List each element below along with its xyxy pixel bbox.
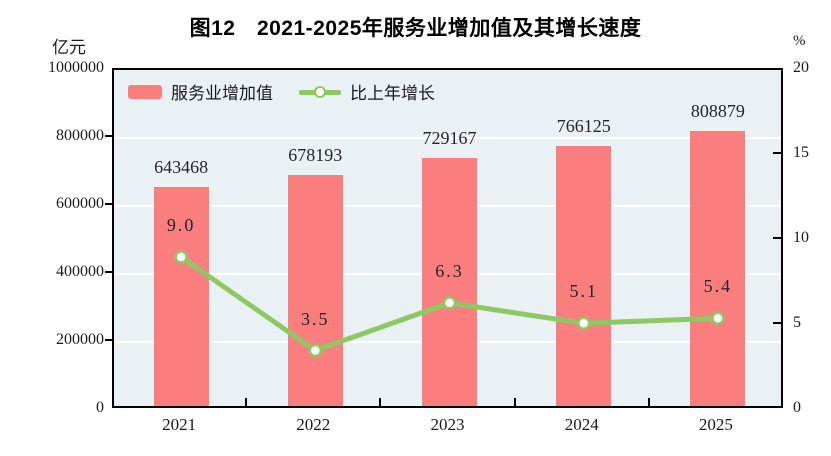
right-tick-mark: [773, 152, 781, 154]
right-tick-mark: [773, 237, 781, 239]
x-tick-label: 2023: [430, 415, 465, 434]
y-left-tick-label: 600000: [56, 195, 104, 212]
y-right-tick-label: 20: [793, 59, 809, 76]
y-left-tick-label: 200000: [56, 331, 104, 348]
legend-item-bar-series: 服务业增加值: [128, 79, 273, 104]
bar-value-label: 808879: [690, 100, 745, 121]
x-tick-label: 2024: [564, 415, 599, 434]
bar-value-label: 643468: [154, 157, 209, 178]
growth-value-label: 5.4: [703, 276, 733, 297]
growth-value-label: 9.0: [166, 215, 196, 235]
legend-bar-label: 服务业增加值: [171, 84, 273, 103]
y-left-tick-label: 1000000: [48, 59, 104, 76]
y-right-tick-label: 10: [793, 229, 809, 246]
bar-series-swatch-icon: [128, 84, 162, 99]
bar: [690, 130, 746, 406]
left-tick-mark: [105, 339, 112, 341]
y-left-tick-label: 800000: [56, 127, 104, 144]
plot-area: 643468 678193 729167 766125 808879 9.0 3.5 6.3 5…: [112, 68, 783, 408]
y-right-tick-label: 5: [793, 314, 801, 331]
bar: [422, 158, 477, 406]
bottom-tick-mark: [647, 398, 650, 406]
y-right-tick-label: 15: [793, 144, 809, 161]
x-tick-label: 2022: [296, 415, 331, 434]
bar: [287, 175, 343, 406]
growth-value-label: 3.5: [301, 308, 330, 329]
growth-value-label: 5.1: [569, 281, 598, 302]
right-axis-unit-label: %: [793, 33, 806, 49]
x-tick-label: 2021: [162, 415, 197, 434]
bottom-tick-mark: [379, 398, 382, 406]
x-tick-label: 2025: [698, 415, 733, 434]
legend: 服务业增加值 比上年增长: [128, 79, 435, 104]
y-left-tick-label: 400000: [56, 263, 104, 280]
bar-value-label: 766125: [556, 115, 611, 136]
chart-title: 图12 2021-2025年服务业增加值及其增长速度: [189, 17, 642, 40]
y-left-tick-label: 0: [96, 399, 104, 416]
left-tick-mark: [105, 271, 112, 273]
bar-value-label: 729167: [422, 128, 477, 149]
left-tick-mark: [105, 203, 112, 205]
legend-line-label: 比上年增长: [350, 84, 435, 103]
legend-item-line-series: 比上年增长: [299, 79, 435, 104]
growth-value-label: 6.3: [435, 260, 464, 281]
bar-value-label: 678193: [288, 145, 343, 166]
bar: [556, 145, 612, 406]
gridline: [114, 137, 781, 139]
y-right-tick-label: 0: [793, 399, 801, 416]
left-tick-mark: [105, 135, 112, 137]
bottom-tick-mark: [245, 398, 248, 406]
bottom-tick-mark: [513, 398, 516, 406]
right-tick-mark: [773, 322, 781, 324]
line-series-marker-icon: [299, 85, 341, 99]
left-axis-unit-label: 亿元: [52, 38, 86, 57]
